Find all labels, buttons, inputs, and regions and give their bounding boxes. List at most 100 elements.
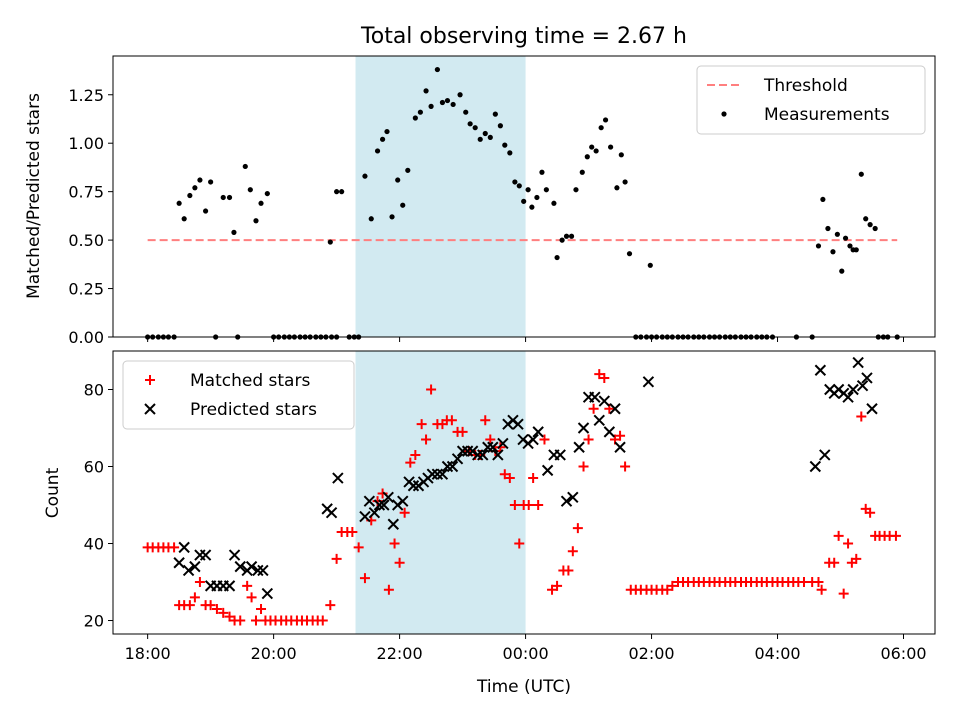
data-point	[866, 403, 878, 415]
data-point	[463, 109, 469, 115]
legend-label: Predicted stars	[190, 400, 317, 420]
data-point	[368, 507, 381, 519]
data-point	[829, 557, 840, 568]
data-point	[599, 372, 610, 383]
data-point	[487, 134, 493, 140]
data-point	[847, 243, 853, 249]
data-point	[482, 441, 494, 453]
data-point	[858, 171, 864, 177]
data-point	[261, 587, 274, 600]
data-point	[839, 268, 845, 274]
data-point	[218, 607, 229, 618]
data-point	[359, 573, 370, 584]
data-point	[242, 163, 248, 170]
x-tick-label: 20:00	[251, 644, 297, 663]
data-point	[256, 603, 267, 614]
data-point	[813, 577, 824, 588]
data-point	[258, 200, 264, 206]
data-point	[374, 148, 381, 154]
data-point	[176, 200, 182, 206]
x-tick-label: 04:00	[754, 644, 800, 663]
data-point	[245, 560, 258, 573]
data-point	[567, 491, 579, 504]
bottom-axes-frame	[112, 350, 936, 635]
data-point	[614, 185, 620, 191]
data-point	[461, 445, 474, 457]
data-point	[426, 384, 437, 395]
data-point	[394, 557, 405, 568]
data-point	[317, 615, 328, 626]
data-point	[231, 229, 237, 235]
data-point	[189, 592, 200, 603]
data-point	[247, 187, 253, 193]
y-tick-label: 0.75	[68, 183, 104, 202]
data-point	[593, 414, 605, 427]
legend-label: Measurements	[764, 105, 890, 125]
data-point	[560, 495, 573, 507]
data-point	[563, 233, 570, 239]
data-point	[246, 592, 257, 603]
data-point	[838, 588, 849, 599]
data-point	[825, 225, 831, 232]
data-point	[250, 615, 261, 626]
data-point	[189, 560, 201, 573]
data-point	[608, 144, 614, 150]
data-point	[598, 395, 611, 407]
data-point	[178, 541, 190, 554]
data-point	[534, 194, 540, 201]
data-point	[482, 130, 488, 137]
data-point	[618, 152, 624, 158]
chart-title: Total observing time = 2.67 h	[360, 24, 687, 49]
data-point	[325, 507, 338, 519]
data-point	[359, 510, 371, 523]
x-axis-label: Time (UTC)	[476, 677, 571, 697]
data-point	[405, 167, 411, 173]
data-point	[169, 542, 180, 553]
x-tick-label: 18:00	[125, 644, 171, 663]
data-point	[820, 196, 826, 203]
data-point	[407, 480, 420, 492]
data-point	[589, 144, 595, 150]
data-point	[197, 177, 203, 183]
data-point	[615, 430, 626, 441]
data-point	[543, 187, 549, 193]
data-point	[567, 546, 578, 557]
data-point	[847, 383, 859, 396]
data-point	[554, 449, 566, 461]
top-panel: 0.00 0.25 0.50 0.75 1.00 1.25 Threshold Measure…	[68, 55, 936, 347]
data-point	[377, 488, 388, 499]
data-point	[578, 461, 589, 472]
data-point	[589, 391, 601, 403]
data-point	[559, 237, 565, 243]
data-point	[202, 208, 209, 214]
data-point	[509, 500, 520, 511]
data-point	[609, 403, 621, 415]
data-point	[499, 469, 510, 480]
top-shaded-interval	[355, 56, 526, 337]
data-point	[339, 189, 345, 195]
legend-label: Matched stars	[190, 371, 310, 391]
data-point	[220, 194, 226, 201]
data-point	[512, 418, 524, 430]
top-series-measurements	[145, 66, 900, 340]
top-y-axis-label: Matched/Predicted stars	[24, 93, 44, 299]
x-tick-label: 00:00	[503, 644, 549, 663]
data-point	[457, 426, 468, 437]
data-point	[379, 136, 386, 142]
bottom-y-axis-label: Count	[43, 467, 63, 518]
bottom-legend: Matched stars Predicted stars	[122, 360, 355, 430]
data-point	[497, 437, 509, 450]
data-point	[620, 461, 631, 472]
data-point	[181, 216, 187, 222]
data-point	[815, 243, 822, 249]
data-point	[472, 125, 478, 131]
bottom-series-predicted-stars	[173, 356, 878, 600]
data-point	[856, 379, 869, 392]
data-point	[395, 177, 401, 183]
legend-label: Threshold	[763, 76, 848, 96]
legend-box	[696, 65, 926, 135]
data-point	[487, 441, 499, 453]
data-point	[444, 97, 451, 104]
data-point	[647, 262, 653, 268]
